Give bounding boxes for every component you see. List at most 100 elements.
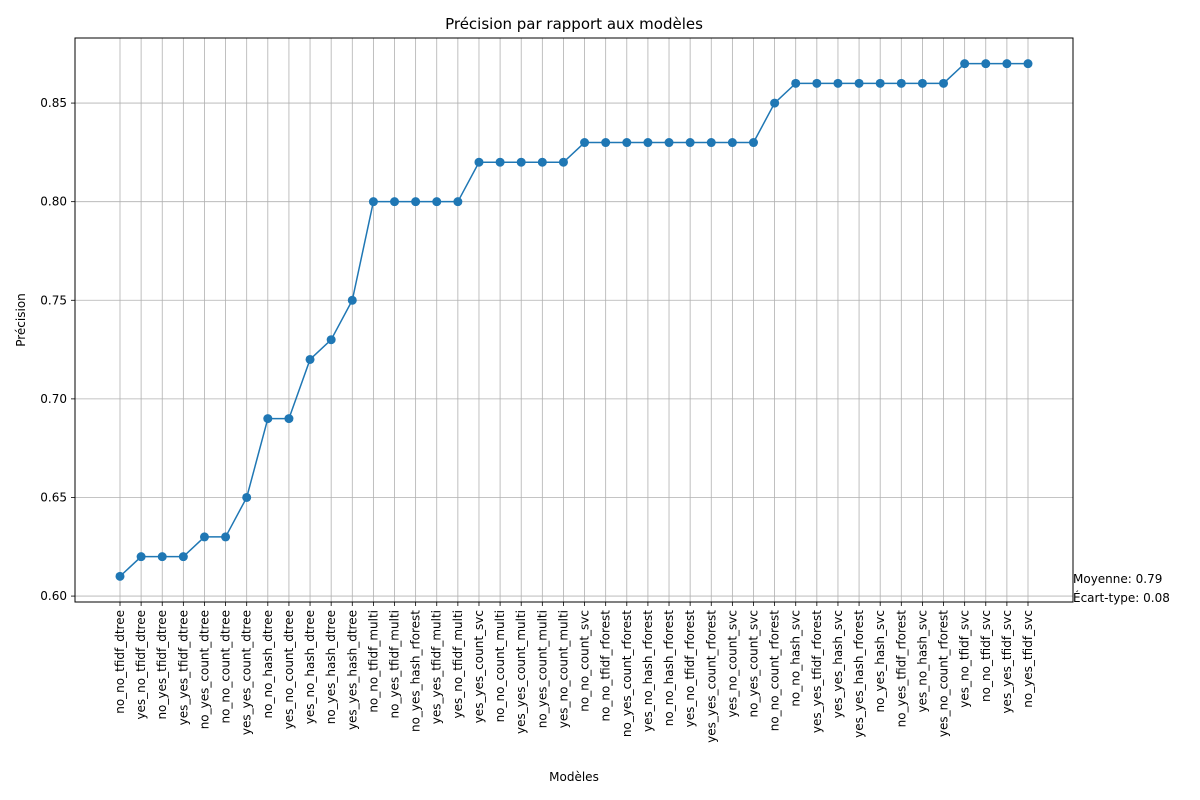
data-point <box>643 138 653 148</box>
x-tick-label: no_yes_tfidf_multi <box>388 610 402 718</box>
data-point <box>474 157 484 167</box>
data-point <box>939 78 949 88</box>
data-point <box>157 552 167 562</box>
x-tick-label: no_no_tfidf_svc <box>979 610 993 702</box>
x-tick-label: no_yes_count_svc <box>746 610 760 718</box>
x-tick-label: yes_no_tfidf_multi <box>451 610 465 718</box>
x-axis-title: Modèles <box>549 770 599 784</box>
x-tick-label: no_yes_hash_rforest <box>409 610 423 732</box>
data-point <box>1023 59 1033 69</box>
data-point <box>390 197 400 207</box>
x-tick-label: yes_yes_count_rforest <box>704 610 718 743</box>
data-point <box>601 138 611 148</box>
data-point <box>136 552 146 562</box>
data-point <box>516 157 526 167</box>
plot-area-frame <box>74 37 1074 603</box>
y-tick-label: 0.75 <box>40 293 67 307</box>
x-tick-label: no_no_count_rforest <box>768 610 782 732</box>
data-point <box>960 59 970 69</box>
x-tick-label: yes_no_tfidf_dtree <box>134 610 148 720</box>
x-tick-label: yes_yes_count_multi <box>514 610 528 734</box>
x-tick-label: yes_no_hash_rforest <box>641 610 655 732</box>
x-tick-label: yes_yes_hash_dtree <box>345 610 359 730</box>
x-tick-label: no_no_hash_svc <box>789 610 803 707</box>
x-tick-label: yes_yes_count_svc <box>472 610 486 723</box>
x-tick-label: no_yes_hash_dtree <box>324 610 338 724</box>
x-tick-label: no_no_tfidf_multi <box>366 610 380 713</box>
data-point <box>326 335 336 345</box>
x-tick-label: no_no_count_dtree <box>219 610 233 724</box>
mean-annotation: Moyenne: 0.79 <box>1073 572 1162 586</box>
x-tick-label: yes_no_count_rforest <box>937 610 951 737</box>
x-tick-label: yes_yes_tfidf_dtree <box>176 610 190 725</box>
y-tick-label: 0.65 <box>40 490 67 504</box>
x-tick-label: no_yes_tfidf_rforest <box>894 610 908 728</box>
data-point <box>706 138 716 148</box>
data-point <box>432 197 442 207</box>
data-point <box>981 59 991 69</box>
data-series <box>115 59 1033 581</box>
x-tick-label: no_no_tfidf_dtree <box>113 610 127 714</box>
std-annotation: Écart-type: 0.08 <box>1073 590 1170 605</box>
data-point <box>664 138 674 148</box>
data-point <box>791 78 801 88</box>
data-point <box>685 138 695 148</box>
data-point <box>178 552 188 562</box>
y-tick-label: 0.60 <box>40 589 67 603</box>
y-tick-label: 0.70 <box>40 392 67 406</box>
x-tick-label: no_yes_tfidf_dtree <box>155 610 169 720</box>
x-tick-label: yes_no_count_dtree <box>282 610 296 729</box>
data-point <box>812 78 822 88</box>
x-tick-label: yes_no_tfidf_rforest <box>683 610 697 728</box>
x-tick-label: no_no_count_multi <box>493 610 507 722</box>
x-tick-label: yes_no_hash_dtree <box>303 610 317 724</box>
x-tick-label: yes_yes_tfidf_svc <box>1000 610 1014 714</box>
x-tick-label: yes_yes_tfidf_rforest <box>810 610 824 733</box>
x-tick-label: no_yes_hash_svc <box>873 610 887 712</box>
x-tick-label: no_no_tfidf_rforest <box>599 610 613 722</box>
data-point <box>580 138 590 148</box>
x-tick-label: no_no_hash_dtree <box>261 610 275 718</box>
data-point <box>284 414 294 424</box>
data-point <box>305 354 315 364</box>
data-point <box>537 157 547 167</box>
y-axis-title: Précision <box>14 293 28 347</box>
data-point <box>453 197 463 207</box>
x-tick-label: no_no_hash_rforest <box>662 610 676 727</box>
data-point <box>896 78 906 88</box>
data-point <box>727 138 737 148</box>
data-point <box>115 571 125 581</box>
data-point <box>622 138 632 148</box>
x-tick-label: yes_yes_tfidf_multi <box>430 610 444 724</box>
data-point <box>833 78 843 88</box>
data-point <box>411 197 421 207</box>
x-tick-label: no_yes_count_multi <box>535 610 549 728</box>
grid <box>75 38 1073 602</box>
y-tick-label: 0.85 <box>40 96 67 110</box>
x-tick-label: yes_yes_hash_svc <box>831 610 845 718</box>
x-tick-label: no_yes_count_rforest <box>620 610 634 737</box>
x-tick-label: no_no_count_svc <box>578 610 592 712</box>
data-point <box>242 492 252 502</box>
x-tick-label: yes_yes_hash_rforest <box>852 610 866 738</box>
x-tick-label: yes_no_count_multi <box>556 610 570 728</box>
chart-title: Précision par rapport aux modèles <box>445 15 703 33</box>
data-point <box>495 157 505 167</box>
x-tick-label: yes_no_count_svc <box>725 610 739 718</box>
x-tick-label: no_yes_tfidf_svc <box>1021 610 1035 708</box>
data-point <box>368 197 378 207</box>
x-tick-label: no_yes_count_dtree <box>197 610 211 729</box>
y-tick-label: 0.80 <box>40 195 67 209</box>
x-tick-label: yes_no_hash_svc <box>915 610 929 712</box>
data-point <box>748 138 758 148</box>
x-tick-label: yes_no_tfidf_svc <box>958 610 972 708</box>
data-point <box>558 157 568 167</box>
data-point <box>347 295 357 305</box>
data-point <box>263 414 273 424</box>
data-point <box>875 78 885 88</box>
x-tick-label: yes_yes_count_dtree <box>240 610 254 735</box>
data-point <box>770 98 780 108</box>
data-point <box>1002 59 1012 69</box>
